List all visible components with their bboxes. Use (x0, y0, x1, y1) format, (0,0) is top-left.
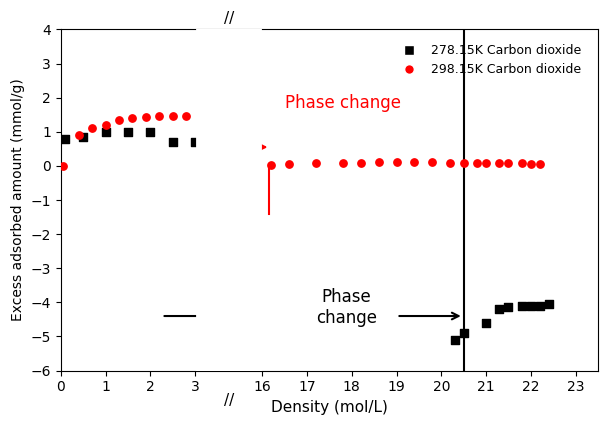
Point (168, 112, 178, 119)
Point (517, 160, 527, 167)
Point (374, 159, 384, 166)
Point (450, 337, 460, 343)
Point (190, 138, 200, 145)
Point (356, 159, 365, 166)
Point (392, 159, 401, 166)
Point (481, 160, 491, 167)
Point (495, 160, 504, 167)
Point (495, 306, 504, 313)
Point (114, 116, 124, 123)
Point (168, 138, 178, 145)
Point (181, 113, 191, 120)
Point (87, 125, 97, 132)
Point (481, 320, 491, 326)
Point (504, 160, 513, 167)
Point (535, 161, 544, 167)
Point (155, 113, 164, 120)
Point (60, 135, 70, 142)
Point (224, 113, 234, 120)
Point (79, 133, 88, 140)
Point (445, 159, 455, 166)
Point (128, 115, 138, 121)
Point (459, 159, 468, 166)
Point (338, 160, 348, 167)
Text: //: // (224, 393, 234, 408)
Y-axis label: Excess adsorbed amount (mmol/g): Excess adsorbed amount (mmol/g) (11, 79, 25, 321)
Point (266, 161, 276, 168)
Point (123, 128, 133, 135)
Point (58, 162, 68, 169)
Point (526, 302, 536, 309)
Point (284, 161, 294, 167)
Point (428, 159, 437, 166)
Point (100, 128, 110, 135)
Point (526, 161, 536, 167)
Text: //: // (224, 11, 234, 26)
Point (459, 330, 468, 337)
Point (74, 132, 83, 138)
Point (535, 302, 544, 309)
Text: Phase change: Phase change (284, 94, 401, 112)
Point (472, 159, 482, 166)
Point (141, 114, 151, 121)
Legend: 278.15K Carbon dioxide, 298.15K Carbon dioxide: 278.15K Carbon dioxide, 298.15K Carbon d… (391, 39, 586, 81)
X-axis label: Density (mol/L): Density (mol/L) (271, 400, 388, 415)
Point (409, 159, 419, 166)
Point (100, 121, 110, 128)
Point (146, 128, 155, 135)
Bar (197, 29, 260, 371)
Point (504, 304, 513, 311)
Text: Phase
change: Phase change (315, 288, 377, 327)
Point (311, 160, 321, 167)
Point (544, 301, 554, 308)
Point (517, 302, 527, 309)
